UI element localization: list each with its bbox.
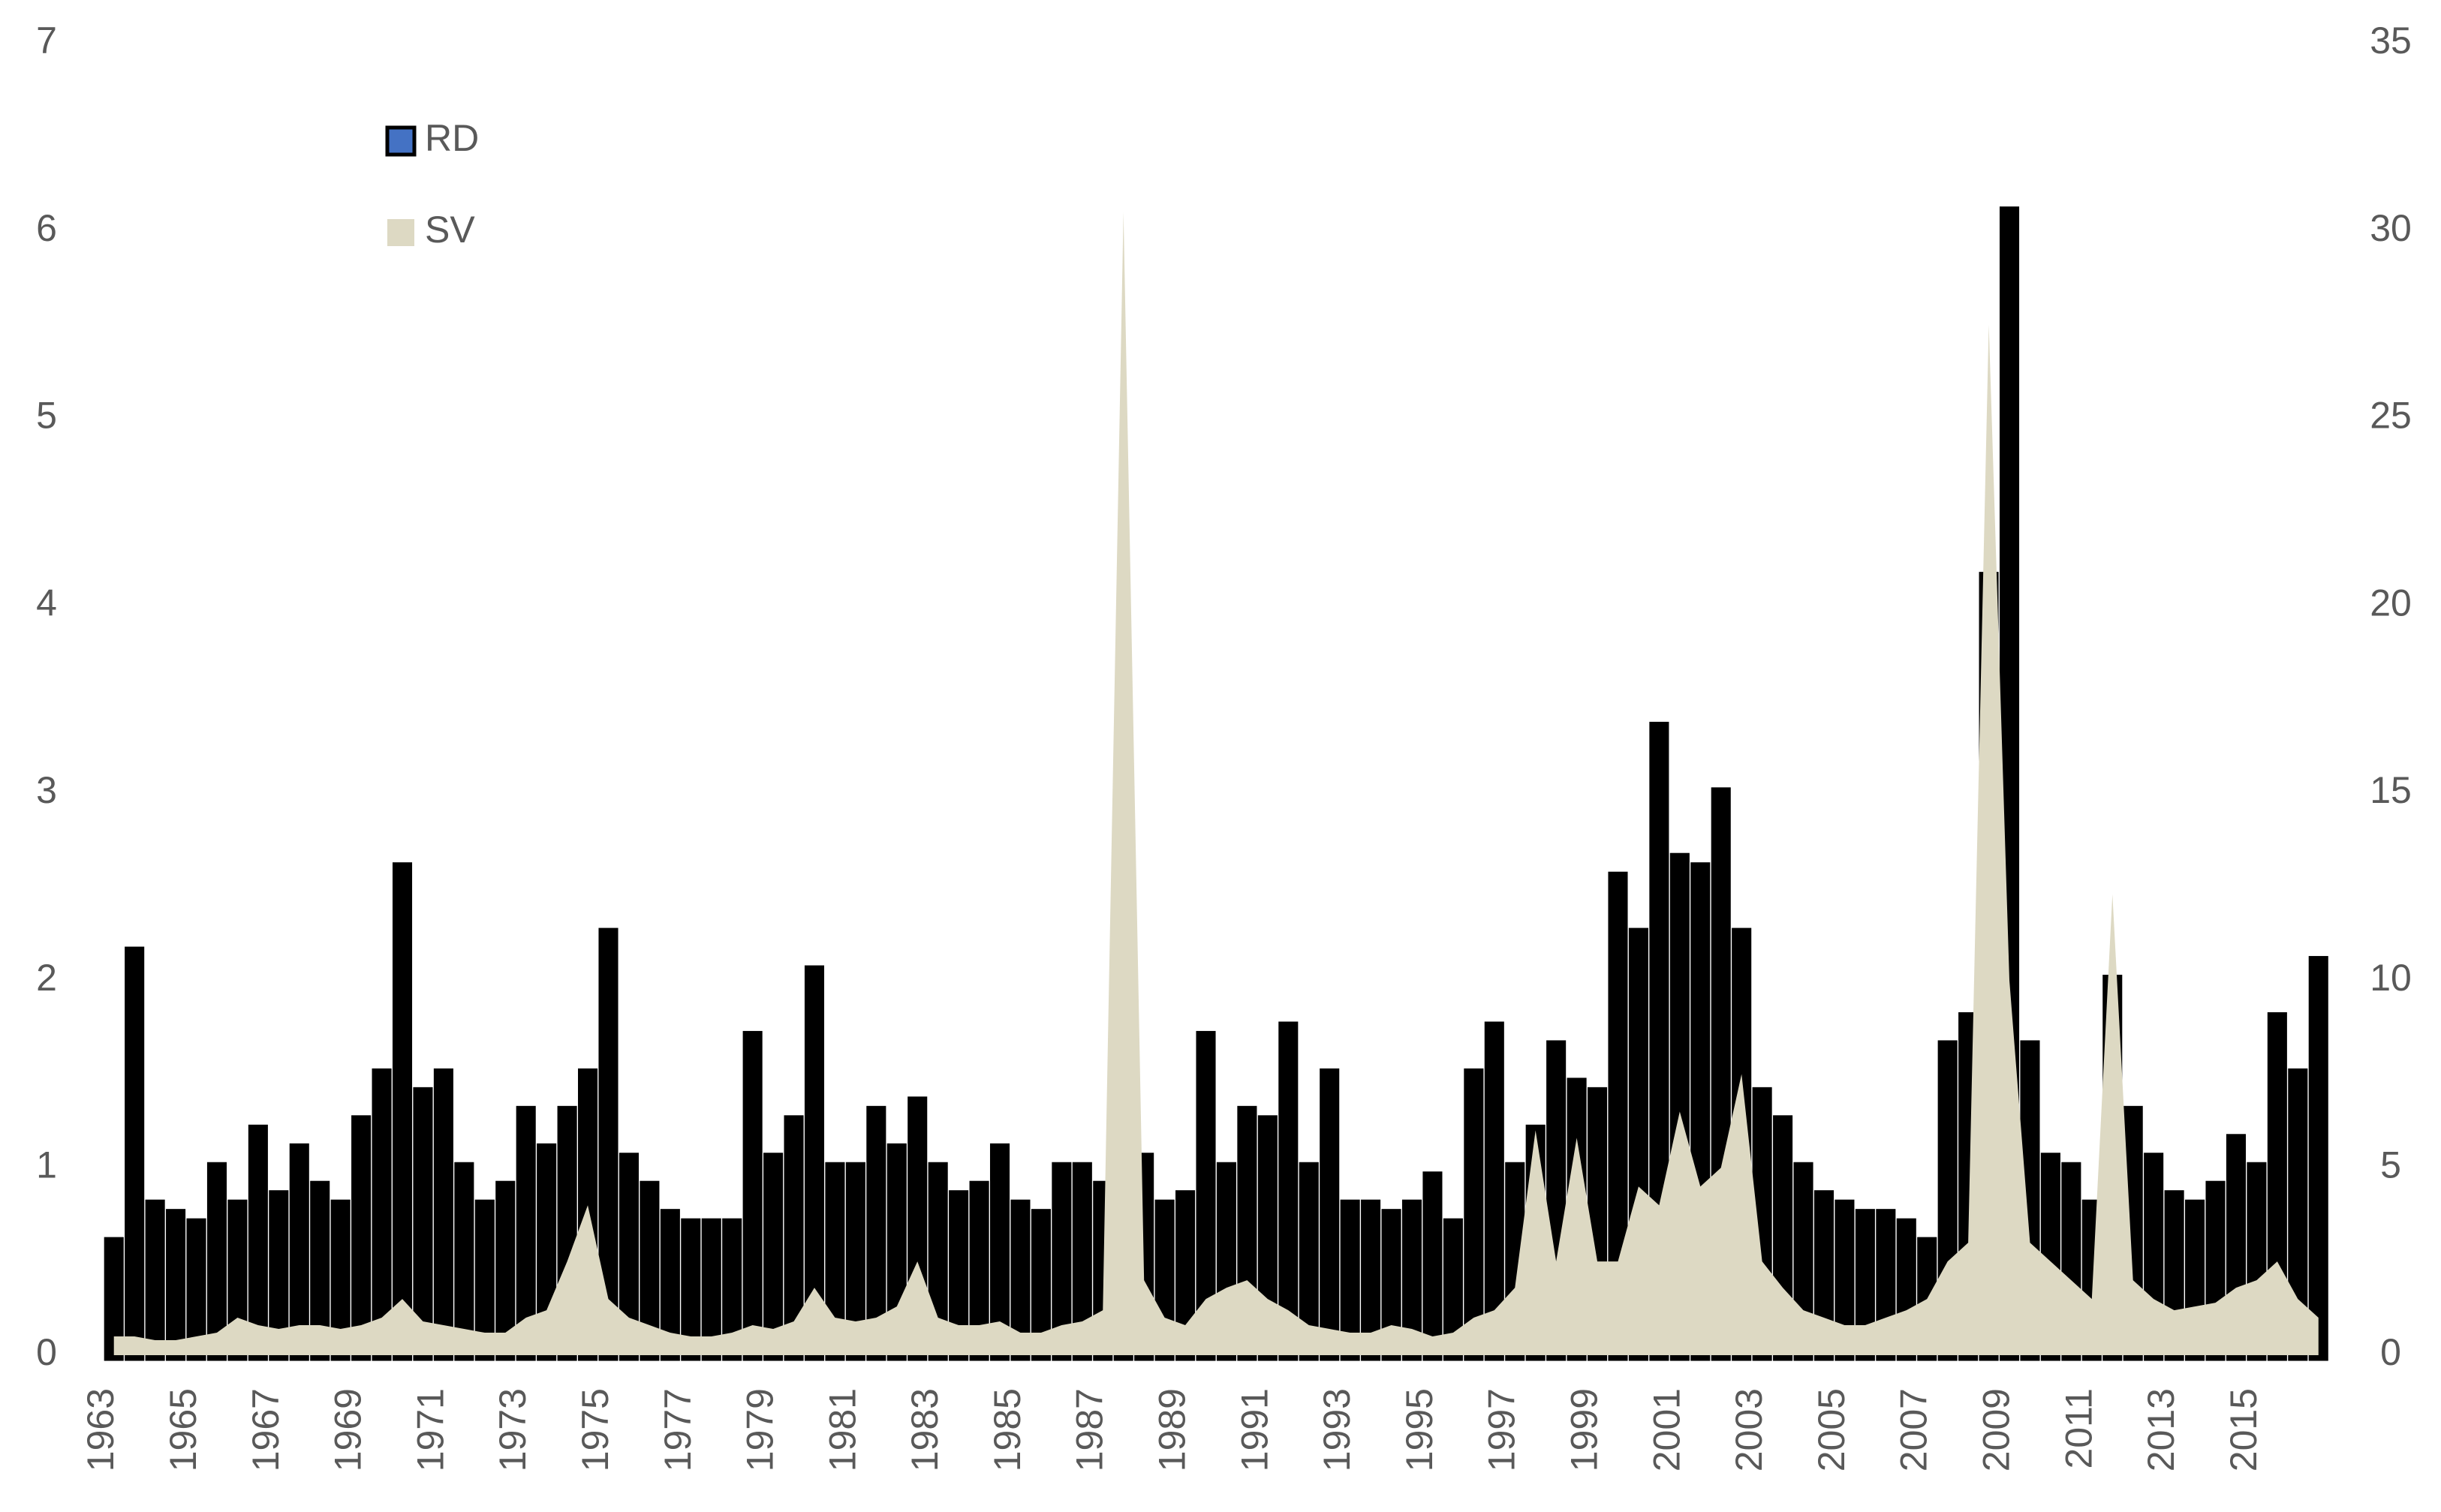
- bar: [206, 1162, 227, 1361]
- y-tick-label: 6: [36, 207, 57, 249]
- x-tick-label: 1979: [739, 1388, 781, 1471]
- bar: [454, 1162, 474, 1361]
- bar: [289, 1143, 309, 1361]
- x-tick-label: 1999: [1564, 1388, 1606, 1471]
- y2-tick-label: 30: [2370, 207, 2412, 249]
- x-tick-label: 1975: [574, 1388, 616, 1471]
- y2-tick-label: 5: [2380, 1144, 2401, 1186]
- x-tick-label: 1973: [492, 1388, 534, 1471]
- x-tick-label: 1997: [1481, 1388, 1523, 1471]
- legend-marker: [385, 125, 417, 157]
- bar: [372, 1068, 392, 1361]
- legend-marker: [387, 219, 414, 246]
- x-tick-label: 1977: [657, 1388, 699, 1471]
- x-tick-label: 2015: [2223, 1388, 2265, 1471]
- y2-tick-label: 15: [2370, 769, 2412, 811]
- bar: [1320, 1068, 1340, 1361]
- bar: [392, 862, 413, 1361]
- y-tick-label: 2: [36, 957, 57, 999]
- bar: [681, 1218, 701, 1361]
- x-tick-label: 2013: [2140, 1388, 2182, 1471]
- y2-tick-label: 0: [2380, 1331, 2401, 1373]
- bar: [166, 1209, 186, 1361]
- y-tick-label: 3: [36, 769, 57, 811]
- y2-tick-label: 10: [2370, 957, 2412, 999]
- bar: [1278, 1021, 1299, 1361]
- x-tick-label: 2007: [1893, 1388, 1935, 1471]
- bar: [1464, 1068, 1484, 1361]
- y2-tick-label: 25: [2370, 395, 2412, 437]
- x-tick-label: 1987: [1069, 1388, 1111, 1471]
- bar: [701, 1218, 721, 1361]
- bar: [742, 1030, 763, 1361]
- legend-label: RD: [425, 117, 479, 159]
- sv-area: [113, 212, 2319, 1355]
- x-tick-label: 1985: [986, 1388, 1028, 1471]
- y-tick-label: 4: [36, 582, 57, 624]
- x-tick-label: 1965: [162, 1388, 204, 1471]
- x-tick-label: 1981: [821, 1388, 863, 1471]
- x-tick-label: 2003: [1728, 1388, 1770, 1471]
- bar: [186, 1218, 206, 1361]
- bar: [1484, 1021, 1504, 1361]
- x-tick-label: 1971: [409, 1388, 451, 1471]
- x-tick-label: 2009: [1975, 1388, 2017, 1471]
- y-tick-label: 7: [36, 20, 57, 62]
- bar: [351, 1115, 372, 1361]
- x-tick-label: 1995: [1398, 1388, 1440, 1471]
- x-tick-label: 1967: [245, 1388, 287, 1471]
- bar: [248, 1124, 268, 1361]
- x-tick-label: 1993: [1316, 1388, 1358, 1471]
- x-tick-label: 1963: [80, 1388, 122, 1471]
- y-tick-label: 5: [36, 395, 57, 437]
- bar: [413, 1087, 433, 1361]
- bar: [2308, 956, 2328, 1361]
- x-tick-label: 1969: [327, 1388, 369, 1471]
- y2-tick-label: 20: [2370, 582, 2412, 624]
- legend-label: SV: [425, 209, 475, 251]
- bar: [145, 1199, 165, 1361]
- bar: [433, 1068, 453, 1361]
- x-tick-label: 2011: [2057, 1388, 2099, 1469]
- x-tick-label: 2001: [1645, 1388, 1687, 1471]
- bar: [495, 1180, 516, 1361]
- y-tick-label: 1: [36, 1144, 57, 1186]
- y-tick-label: 0: [36, 1331, 57, 1373]
- bar: [125, 946, 145, 1361]
- x-tick-label: 1983: [904, 1388, 946, 1471]
- y2-tick-label: 35: [2370, 20, 2412, 62]
- bar: [763, 1153, 784, 1361]
- bar: [1422, 1171, 1443, 1361]
- x-tick-label: 1989: [1151, 1388, 1193, 1471]
- x-tick-label: 1991: [1233, 1388, 1275, 1471]
- x-tick-label: 2005: [1810, 1388, 1853, 1471]
